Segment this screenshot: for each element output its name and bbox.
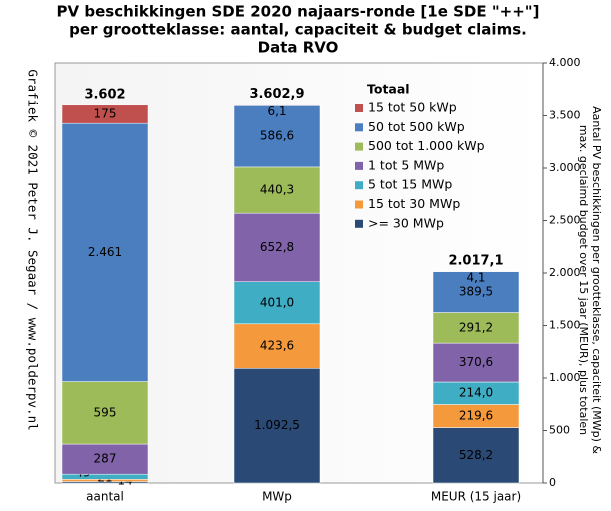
legend-swatch bbox=[355, 219, 363, 228]
legend-swatch bbox=[355, 104, 363, 112]
value-label: 2.461 bbox=[88, 245, 122, 259]
legend-title: Totaal bbox=[367, 82, 410, 97]
chart-title: PV beschikkingen SDE 2020 najaars-ronde … bbox=[57, 3, 540, 21]
y-tick-label: 500 bbox=[549, 424, 570, 437]
value-label: 370,6 bbox=[459, 355, 493, 369]
value-label: 528,2 bbox=[459, 448, 493, 462]
x-tick-label: aantal bbox=[86, 490, 124, 504]
legend-label: 15 tot 30 MWp bbox=[368, 196, 460, 211]
y-tick-label: 1.000 bbox=[549, 371, 581, 384]
value-label: 652,8 bbox=[260, 240, 294, 254]
y-axis-label: Aantal PV beschikkingen per grootteklass… bbox=[590, 106, 603, 454]
chart-title: per grootteklasse: aantal, capaciteit & … bbox=[69, 21, 527, 39]
value-label: 440,3 bbox=[260, 183, 294, 197]
bar-segment bbox=[61, 104, 149, 124]
bar-segment bbox=[432, 342, 520, 383]
value-label: 586,6 bbox=[260, 129, 294, 143]
legend-swatch bbox=[355, 200, 363, 209]
value-label: 401,0 bbox=[260, 295, 294, 309]
y-tick-label: 2.000 bbox=[549, 266, 581, 279]
bar-segment bbox=[432, 427, 520, 484]
value-label: 291,2 bbox=[459, 320, 493, 334]
x-tick-label: MEUR (15 jaar) bbox=[431, 490, 521, 504]
total-label: 2.017,1 bbox=[448, 254, 503, 269]
y-tick-label: 3.500 bbox=[549, 109, 581, 122]
legend-label: 1 tot 5 MWp bbox=[368, 157, 444, 172]
value-label: 175 bbox=[94, 106, 117, 120]
total-label: 3.602,9 bbox=[249, 87, 304, 102]
legend-label: 500 tot 1.000 kWp bbox=[368, 138, 485, 153]
legend-swatch bbox=[355, 142, 363, 151]
y-tick-label: 1.500 bbox=[549, 319, 581, 332]
legend-swatch bbox=[355, 161, 363, 170]
bar-segment bbox=[61, 443, 149, 475]
bar-segment bbox=[233, 212, 321, 282]
bar-segment bbox=[233, 281, 321, 325]
watermark: Grafiek © 2021 Peter J. Segaar / www.pol… bbox=[26, 69, 41, 430]
value-label: 214,0 bbox=[459, 386, 493, 400]
chart-title: Data RVO bbox=[258, 39, 339, 57]
x-tick-label: MWp bbox=[262, 490, 292, 504]
legend-swatch bbox=[355, 181, 363, 190]
y-tick-label: 4.000 bbox=[549, 56, 581, 69]
bar-segment bbox=[233, 166, 321, 214]
bar-segment bbox=[233, 105, 321, 168]
y-tick-label: 2.500 bbox=[549, 214, 581, 227]
bar-segment bbox=[61, 122, 149, 382]
value-label: 389,5 bbox=[459, 285, 493, 299]
bar-segment bbox=[61, 381, 149, 445]
total-label: 3.602 bbox=[84, 87, 125, 102]
bar-segment bbox=[432, 271, 520, 313]
value-label: 6,1 bbox=[267, 104, 286, 118]
legend-label: 50 tot 500 kWp bbox=[368, 119, 465, 134]
value-label: 219,6 bbox=[459, 409, 493, 423]
bar-segment bbox=[233, 104, 321, 106]
bar-segment bbox=[432, 312, 520, 344]
bar-segment bbox=[233, 368, 321, 484]
bar-segment bbox=[233, 323, 321, 369]
legend-swatch bbox=[355, 123, 363, 132]
value-label: 287 bbox=[94, 452, 117, 466]
value-label: 595 bbox=[94, 405, 117, 419]
value-label: 423,6 bbox=[260, 339, 294, 353]
y-axis-label: max. geclaimd budget over 15 jaar (MEUR)… bbox=[577, 125, 590, 435]
legend-label: 15 tot 50 kWp bbox=[368, 100, 457, 115]
value-label: 4,1 bbox=[466, 271, 485, 285]
y-tick-label: 0 bbox=[549, 476, 556, 489]
legend-label: >= 30 MWp bbox=[368, 215, 444, 230]
value-label: 1.092,5 bbox=[254, 418, 300, 432]
legend-label: 5 tot 15 MWp bbox=[368, 177, 452, 192]
y-tick-label: 3.000 bbox=[549, 161, 581, 174]
